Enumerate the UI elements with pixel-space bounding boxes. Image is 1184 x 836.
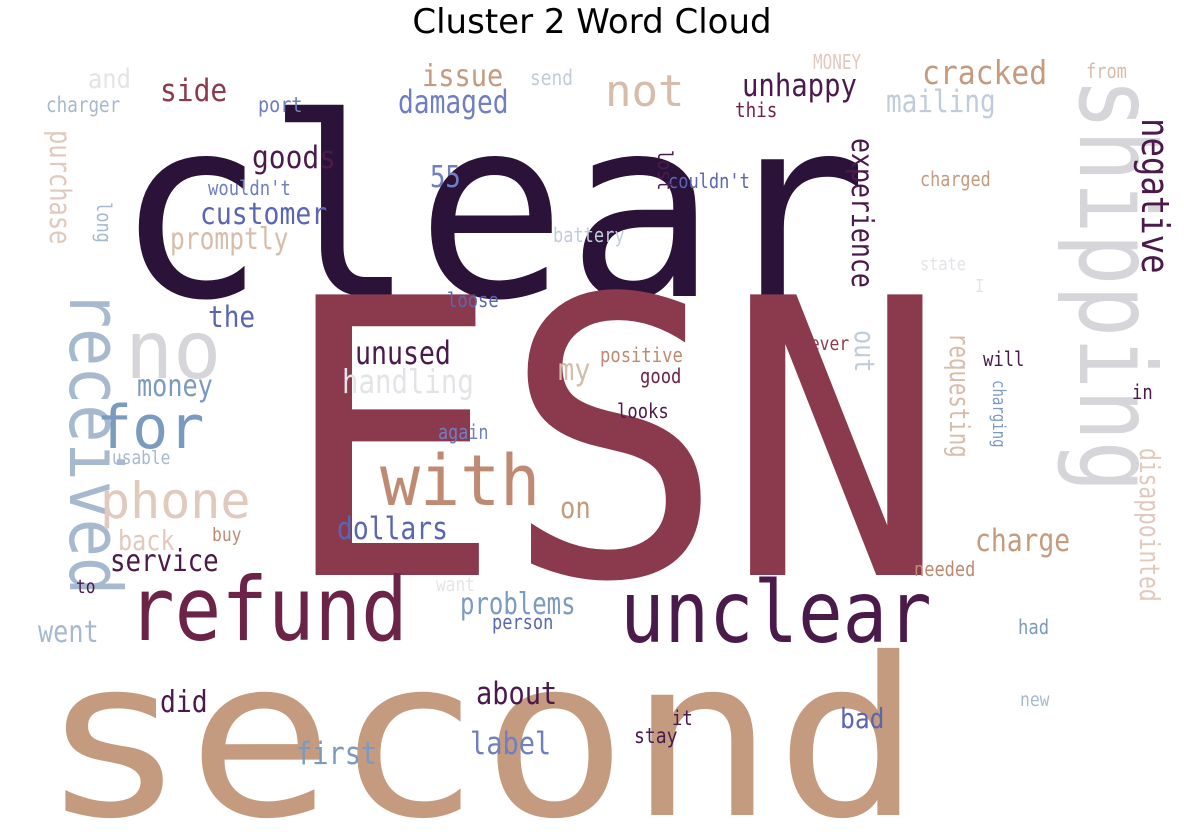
word-unclear: unclear [620, 563, 932, 663]
word-problems: problems [460, 587, 576, 621]
word-had: had [1018, 617, 1049, 640]
word-will: will [983, 349, 1024, 372]
word-send: send [530, 66, 573, 91]
word-purchase: purchase [42, 130, 76, 244]
word-service: service [110, 543, 219, 578]
word-good: good [640, 366, 681, 389]
word-phone: phone [100, 472, 251, 530]
word-for: for [96, 393, 204, 463]
word-dollars: dollars [337, 510, 448, 547]
chart-title: Cluster 2 Word Cloud [412, 2, 772, 42]
word-about: about [476, 675, 557, 711]
word-couldn-t: couldn't [668, 171, 750, 194]
word-state: state [920, 253, 966, 275]
word-positive: positive [600, 345, 683, 368]
word-customer: customer [200, 196, 327, 231]
word-with: with [380, 441, 540, 522]
word-55: 55 [430, 159, 461, 195]
word-it: it [672, 708, 693, 731]
word-never: never [800, 334, 849, 355]
word-damaged: damaged [398, 83, 509, 120]
word-to: to [76, 577, 95, 599]
word-clear: clear [115, 64, 868, 355]
word-first: first [296, 735, 377, 771]
word-battery: battery [553, 225, 625, 248]
word-loose: loose [447, 290, 499, 313]
word-not: not [605, 66, 684, 117]
word-in: in [1132, 382, 1153, 405]
word-cracked: cracked [922, 55, 1047, 93]
word-want: want [436, 575, 475, 597]
word-and: and [88, 63, 131, 95]
word-i: I [975, 275, 984, 297]
word-long: long [92, 202, 115, 243]
word-out: out [847, 330, 879, 372]
word-buy: buy [212, 525, 241, 546]
word-refund: refund [128, 558, 408, 661]
word-bad: bad [840, 704, 884, 736]
word-needed: needed [914, 559, 975, 582]
word-charge: charge [975, 522, 1070, 559]
word-the: the [208, 300, 255, 335]
word-on: on [560, 493, 591, 526]
word-person: person [492, 612, 553, 635]
word-went: went [38, 614, 99, 650]
word-negative: negative [1132, 118, 1176, 274]
word-disappointed: disappointed [1133, 448, 1166, 602]
word-esn: ESN [280, 218, 948, 666]
word-goods: goods [252, 140, 336, 176]
word-charged: charged [920, 169, 991, 192]
word-new: new [1020, 690, 1050, 711]
word-received: received [53, 290, 137, 595]
word-this: this [735, 100, 777, 122]
word-side: side [160, 73, 227, 109]
word-looks: looks [617, 401, 669, 424]
word-requesting: requesting [943, 333, 976, 458]
word-no: no [125, 304, 221, 397]
word-lost: lost [653, 150, 676, 190]
word-issue: issue [422, 59, 503, 94]
word-mailing: mailing [886, 83, 996, 120]
word-unused: unused [355, 335, 451, 372]
word-promptly: promptly [170, 223, 288, 257]
word-my: my [558, 353, 590, 388]
word-charging: charging [989, 380, 1010, 448]
word-experience: experience [844, 138, 879, 288]
word-from: from [1086, 61, 1127, 84]
word-shipping: shipping [1055, 78, 1177, 493]
word-back: back [118, 525, 175, 557]
word-stay: stay [634, 724, 678, 749]
word-again: again [438, 422, 489, 445]
word-did: did [160, 684, 208, 719]
word-money: MONEY [813, 51, 861, 74]
word-usable: usable [112, 448, 170, 470]
word-label: label [470, 725, 551, 761]
word-handling: handling [342, 364, 474, 402]
word-second: second [40, 611, 922, 836]
word-wouldn-t: wouldn't [208, 178, 291, 201]
word-unhappy: unhappy [742, 67, 857, 103]
word-port: port [258, 93, 302, 117]
word-charger: charger [46, 93, 120, 118]
word-money: money [137, 368, 213, 404]
